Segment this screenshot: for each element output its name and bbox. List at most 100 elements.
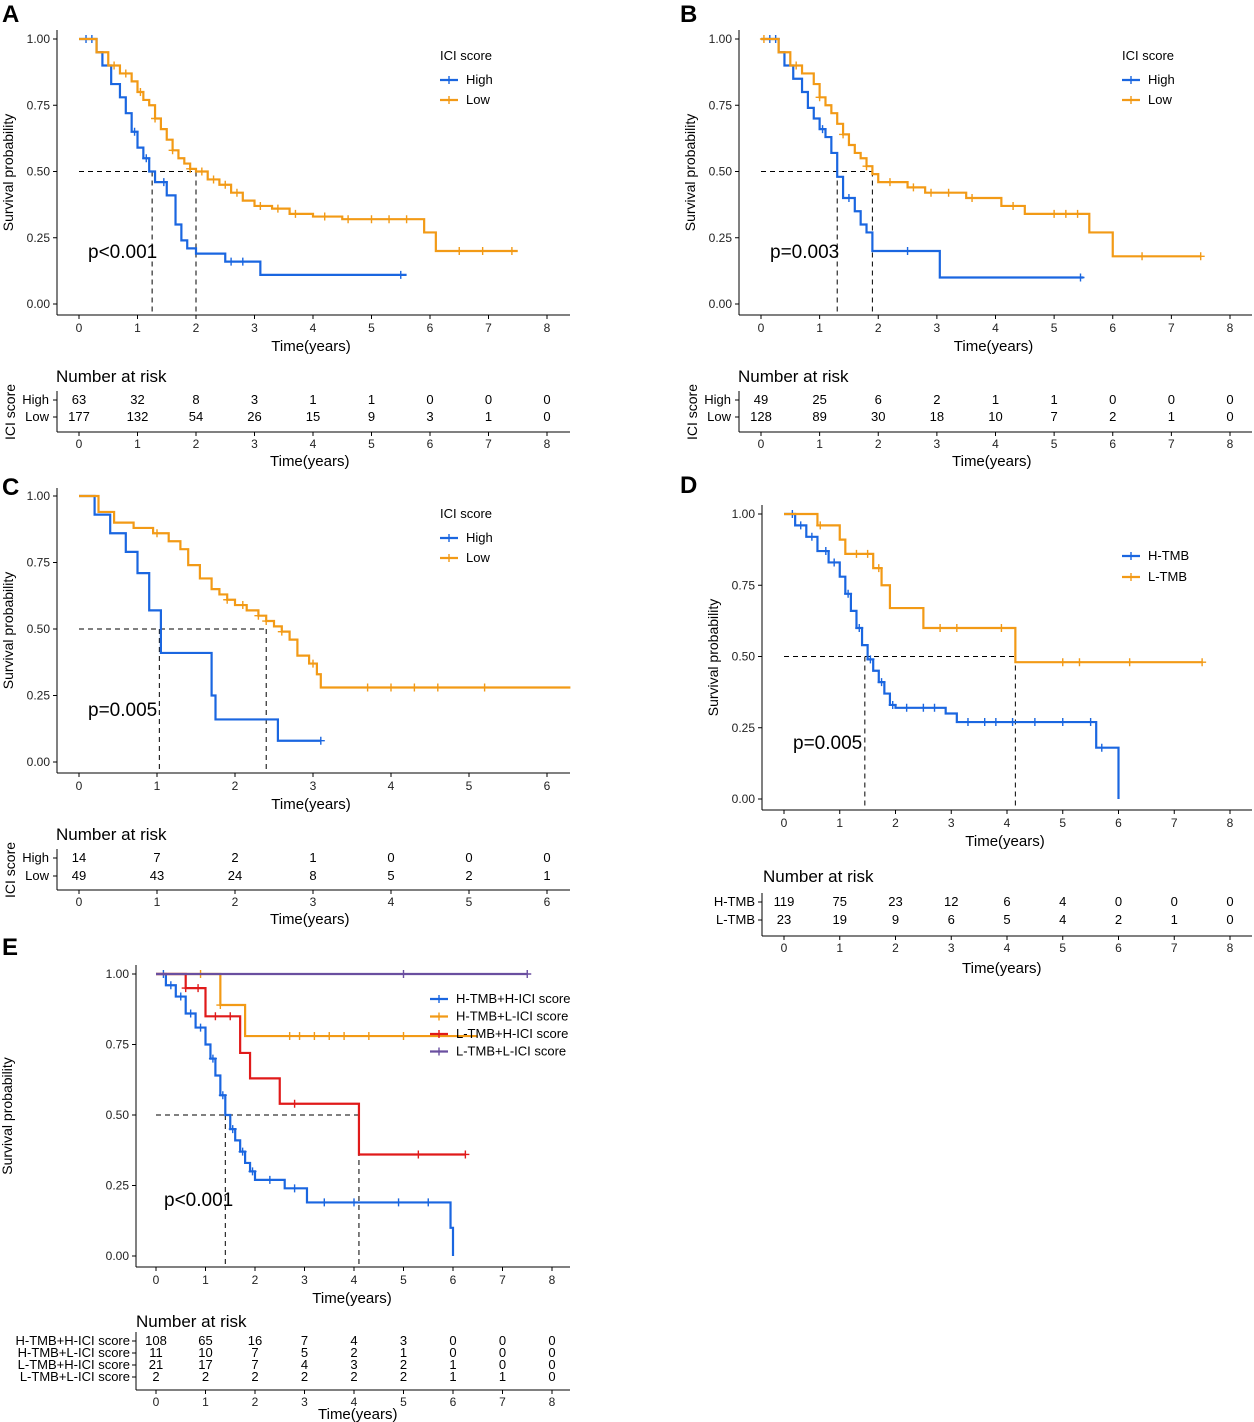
censor-mark: [309, 659, 317, 668]
p-value: p=0.005: [793, 733, 862, 754]
panel-a: A 0.00 0.25 0.50 0.75 1.00 0 1 2 3 4 5 6 7 8 Time(years…: [0, 1, 570, 470]
risk-value: 8: [192, 392, 199, 407]
x-tick-label: 0: [758, 321, 765, 335]
censor-mark: [399, 970, 408, 978]
x-tick-label: 8: [1227, 816, 1234, 830]
risk-x-tick-label: 8: [544, 437, 551, 451]
censor-mark: [792, 61, 801, 70]
risk-value: 24: [228, 868, 242, 883]
y-axis-label: Survival probability: [0, 572, 16, 690]
censor-mark: [903, 247, 912, 255]
y-tick-label: 0.75: [27, 98, 51, 112]
risk-row-label: L-TMB: [716, 912, 755, 927]
risk-value: 8: [309, 868, 316, 883]
risk-x-tick-label: 1: [816, 437, 823, 451]
censor-mark: [248, 1167, 257, 1176]
censor-mark: [142, 154, 151, 163]
p-value: p=0.003: [770, 242, 839, 263]
censor-mark: [209, 175, 218, 184]
risk-value: 0: [387, 850, 394, 865]
risk-value: 75: [833, 894, 847, 909]
censor-mark: [909, 183, 918, 192]
risk-value: 2: [465, 868, 472, 883]
censor-mark: [151, 114, 160, 123]
risk-value: 5: [1003, 912, 1010, 927]
censor-mark: [816, 521, 825, 530]
survival-curve-high: [79, 494, 321, 742]
risk-x-tick-label: 3: [310, 895, 317, 909]
censor-mark: [290, 1184, 299, 1193]
risk-x-tick-label: 7: [499, 1395, 506, 1409]
risk-value: 11: [149, 1345, 163, 1360]
risk-value: 4: [1059, 894, 1066, 909]
p-value: p<0.001: [164, 1190, 233, 1211]
censor-mark: [796, 521, 805, 530]
censor-mark: [232, 188, 241, 197]
y-tick-label: 1.00: [732, 507, 756, 521]
censor-mark: [1073, 209, 1082, 218]
x-tick-label: 5: [466, 779, 473, 793]
censor-mark: [363, 683, 372, 692]
censor-mark: [1009, 201, 1018, 210]
y-axis-label: Survival probability: [0, 114, 16, 232]
censor-mark: [902, 703, 911, 712]
censor-mark: [818, 125, 827, 134]
censor-mark: [385, 215, 394, 224]
risk-value: 0: [543, 409, 550, 424]
risk-value: 9: [892, 912, 899, 927]
censor-mark: [166, 981, 175, 990]
risk-value: 2: [400, 1369, 407, 1384]
risk-x-tick-label: 8: [549, 1395, 556, 1409]
risk-value: 1: [400, 1345, 407, 1360]
censor-mark: [821, 547, 830, 556]
panel-letter: D: [680, 472, 697, 499]
x-tick-label: 2: [892, 816, 899, 830]
x-tick-label: 0: [153, 1273, 160, 1287]
x-tick-label: 6: [1109, 321, 1116, 335]
y-tick-label: 1.00: [709, 32, 733, 46]
censor-mark: [208, 1054, 217, 1063]
censor-mark: [262, 617, 271, 626]
y-axis-label: Survival probability: [0, 1057, 15, 1175]
x-tick-label: 5: [368, 321, 375, 335]
risk-value: 1: [1171, 912, 1178, 927]
y-tick-label: 0.50: [27, 622, 51, 636]
x-tick-label: 7: [1168, 321, 1175, 335]
y-tick-label: 0.25: [709, 231, 733, 245]
survival-curve-low: [79, 494, 571, 689]
censor-mark: [186, 1009, 195, 1018]
censor-mark: [414, 1150, 423, 1159]
risk-x-tick-label: 5: [466, 895, 473, 909]
risk-value: 0: [1171, 894, 1178, 909]
risk-value: 132: [127, 409, 149, 424]
risk-row-label: High: [22, 392, 49, 407]
risk-row-label: High: [704, 392, 731, 407]
censor-mark: [927, 188, 936, 197]
censor-mark: [944, 188, 953, 197]
legend-label: L-TMB+L-ICI score: [456, 1044, 566, 1059]
censor-mark: [176, 992, 185, 1001]
risk-x-tick-label: 0: [76, 895, 83, 909]
censor-mark: [273, 204, 282, 213]
x-tick-label: 1: [134, 321, 141, 335]
censor-mark: [1030, 718, 1039, 727]
risk-table-title: Number at risk: [56, 825, 167, 844]
risk-value: 0: [548, 1333, 555, 1348]
y-tick-label: 0.00: [27, 755, 51, 769]
censor-mark: [181, 984, 190, 993]
p-value: p=0.005: [88, 700, 157, 721]
censor-mark: [919, 703, 928, 712]
risk-value: 0: [499, 1345, 506, 1360]
legend-label: High: [1148, 72, 1175, 87]
risk-value: 6: [948, 912, 955, 927]
risk-value: 0: [543, 392, 550, 407]
risk-value: 1: [1168, 409, 1175, 424]
risk-value: 26: [247, 409, 261, 424]
censor-mark: [885, 178, 894, 187]
risk-value: 0: [499, 1333, 506, 1348]
risk-value: 23: [777, 912, 791, 927]
risk-value: 4: [301, 1357, 308, 1372]
risk-value: 1: [543, 868, 550, 883]
risk-value: 1: [1051, 392, 1058, 407]
panel-letter: A: [2, 1, 19, 28]
